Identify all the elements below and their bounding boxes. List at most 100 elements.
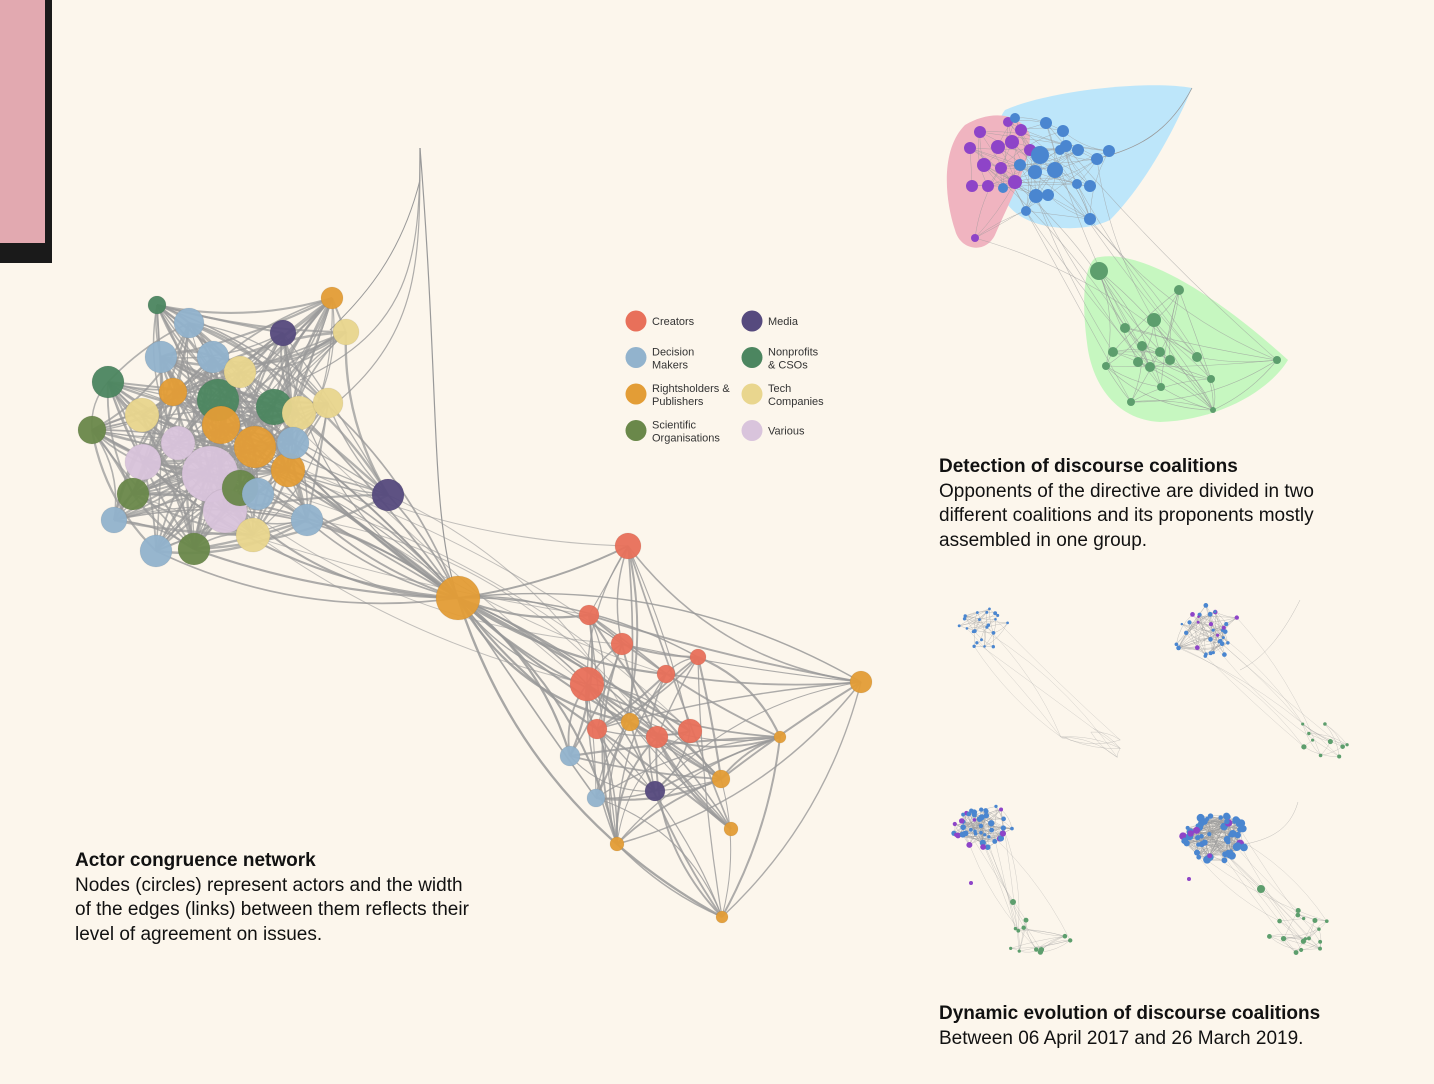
actor-node [332,318,360,346]
snapshot-node [991,645,995,649]
coalition-node-blue [1047,162,1063,178]
coalition-node-purple [971,234,979,242]
snapshot-edge [1239,801,1299,846]
snapshot-edge [989,608,994,633]
snapshot-node [1224,818,1230,825]
snapshot-edge [1181,623,1206,657]
actor-node [614,532,642,560]
snapshot-edge [965,615,987,628]
network-edge [588,614,862,683]
snapshot-node [969,881,973,885]
snapshot-edge [1015,928,1065,937]
snapshot-node [959,831,966,838]
actor-node [158,377,188,407]
legend-item: Decision Makers [625,347,694,372]
snapshot-node [1190,612,1195,617]
coalition-edge [1098,270,1162,388]
network-edge [132,493,590,616]
coalition-edge [974,167,1002,239]
snapshot-edge [971,810,1041,950]
snapshot-edge [1308,733,1348,745]
snapshot-edge [1297,914,1321,942]
snapshot-node [969,808,974,813]
snapshot-node [1201,839,1208,846]
snapshot-node [993,611,998,616]
coalition-edge [1054,169,1198,358]
snapshot-edge [988,806,997,837]
network-edge [91,322,190,431]
snapshot-edge [1279,920,1321,949]
coalition-node-blue [1040,117,1052,129]
coalition-edge [1159,289,1180,353]
snapshot-node [1010,826,1014,831]
coalition-node-blue [1103,145,1115,157]
legend-label-line: Companies [768,396,824,408]
snapshot-node [1301,744,1307,750]
coalition-node-purple [1005,135,1019,149]
snapshot-node [1010,899,1016,905]
network-edge [132,470,389,496]
network-edge [621,643,862,683]
network-edge [720,681,862,780]
snapshot-node [1312,917,1318,923]
snapshot-edge [1090,731,1118,758]
snapshot-node [1197,615,1200,618]
snapshot-node [1226,641,1230,645]
snapshot-edge [964,618,994,633]
snapshot-edge [1197,622,1343,747]
coalition-node-green [1192,352,1202,362]
snapshot-node [985,625,989,629]
snapshot-node [1208,636,1213,642]
legend-swatch [741,383,763,405]
coalition-node-green [1133,357,1143,367]
snapshot-node [1234,615,1239,620]
actor-node [147,295,167,315]
coalition-node-green [1174,285,1184,295]
snapshot-edge [1269,936,1297,953]
snapshot-node [1215,633,1220,637]
actor-network-title: Actor congruence network [75,850,316,871]
actor-node [91,365,125,399]
coalition-edge [974,237,1212,380]
snapshot-node [1345,743,1349,747]
snapshot-edge [1003,827,1020,931]
coalition-edge [983,164,1162,388]
snapshot-node [1323,722,1327,726]
snapshot-edge [1178,605,1206,649]
network-edge [457,597,597,799]
actor-network-caption: Actor congruence network Nodes (circles)… [75,849,475,947]
coalition-node-green [1210,407,1216,413]
snapshot-node [1187,877,1191,881]
snapshot-node [966,841,973,848]
snapshot-edge [1204,821,1229,853]
legend-swatch [625,310,647,332]
snapshot-edge [1178,627,1224,648]
snapshot-node [999,807,1004,812]
snapshot-node [1208,622,1214,627]
actor-node [100,506,128,534]
snapshot-node [1222,652,1227,657]
coalitions-title: Detection of discourse coalitions [939,456,1238,477]
actor-node [269,319,297,347]
snapshot-node [1340,744,1345,749]
snapshot-node [978,814,985,821]
snapshot-node [1337,754,1342,759]
actor-network-description: Nodes (circles) represent actors and the… [75,874,469,945]
network-edge [419,147,459,599]
actor-node [177,532,211,566]
snapshot-node [1317,927,1321,931]
snapshot-edge [1324,723,1340,757]
snapshot-node [1013,926,1018,931]
snapshot [1179,801,1329,955]
coalition-edge [1076,183,1198,358]
snapshot-node [1207,831,1212,837]
coalition-edge [1105,359,1278,368]
snapshot-node [975,641,979,645]
snapshot-node [1174,642,1179,647]
snapshot-edge [1189,622,1207,655]
snapshot-node [954,832,959,837]
coalition-node-green [1090,262,1108,280]
actor-node [559,745,581,767]
actor-node [241,477,275,511]
